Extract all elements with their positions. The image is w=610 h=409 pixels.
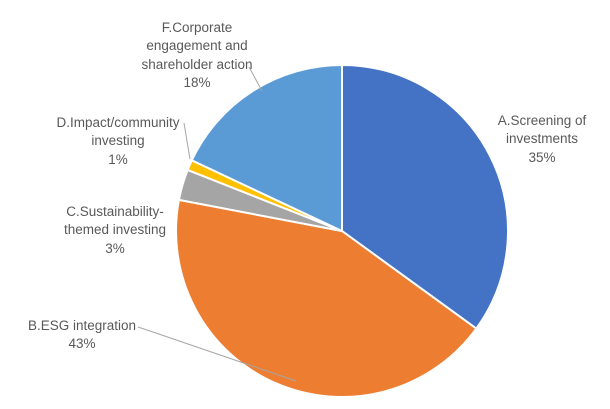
slice-label-line: investments: [505, 131, 579, 147]
slice-label-line: B.ESG integration: [27, 318, 137, 333]
slice-label-line: engagement and: [146, 38, 248, 54]
slice-label-value: 1%: [108, 151, 128, 167]
slice-label-line: D.Impact/community: [56, 115, 180, 130]
slice-label-value: 18%: [183, 75, 211, 91]
leader-line-esg-integration: [137, 326, 297, 382]
leader-line-corporate-engagement: [248, 66, 263, 92]
slice-label-corporate-engagement: F.Corporate engagement and shareholder a…: [117, 19, 277, 93]
slice-label-line: investing: [91, 133, 145, 149]
slice-label-impact-community: D.Impact/community investing 1%: [43, 114, 193, 169]
slice-label-line: themed investing: [63, 222, 167, 238]
slice-label-value: 3%: [105, 240, 125, 256]
slice-label-esg-integration: B.ESG integration 43%: [7, 317, 157, 354]
slice-label-screening-of-investments: A.Screening of investments 35%: [477, 112, 607, 167]
leader-line-impact-community: [183, 122, 191, 160]
slice-label-value: 35%: [528, 149, 556, 165]
pie-slice-4: [190, 64, 343, 232]
slice-label-value: 43%: [68, 336, 96, 352]
slice-label-sustainability-themed: C.Sustainability- themed investing 3%: [40, 203, 190, 258]
slice-label-line: shareholder action: [141, 56, 253, 72]
slice-label-line: A.Screening of: [497, 113, 587, 128]
slice-label-line: F.Corporate: [161, 20, 233, 35]
pie-slice-1: [174, 198, 478, 398]
slice-label-line: C.Sustainability-: [66, 204, 164, 219]
pie-slice-0: [341, 64, 510, 330]
